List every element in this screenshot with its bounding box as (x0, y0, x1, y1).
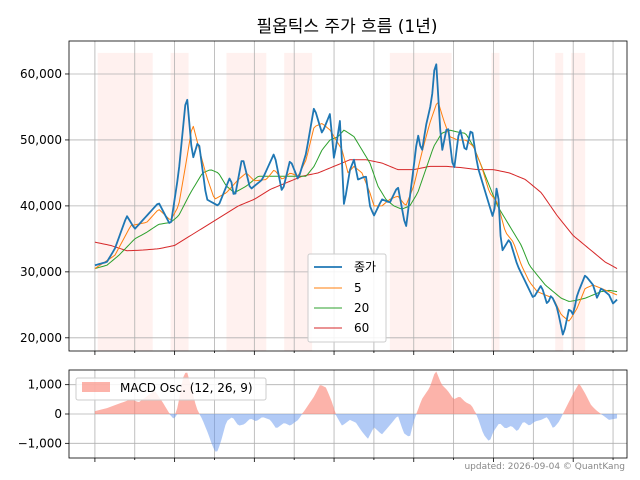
macd-negative-area (94, 414, 618, 452)
price-legend: 종가 5 20 60 (307, 253, 387, 343)
y-tick-label: 40,000 (20, 199, 62, 213)
chart-title: 필옵틱스 주가 흐름 (1년) (256, 17, 437, 37)
update-footer: updated: 2026-09-04 © QuantKang (464, 462, 625, 472)
y-tick-label: 20,000 (20, 331, 62, 345)
price-panel-frame (68, 40, 628, 352)
shaded-span-4 (389, 52, 452, 351)
legend-entry-ma60: 60 (354, 321, 369, 335)
osc-y-tick-label: −1,000 (18, 436, 62, 450)
y-tick-label: 60,000 (20, 67, 62, 81)
macd-panel: 1,000 0 −1,000 (18, 369, 628, 462)
macd-panel-frame (68, 369, 628, 459)
macd-positive-area (94, 371, 618, 414)
shaded-span-6 (555, 52, 564, 351)
osc-y-tick-label: 1,000 (28, 378, 62, 392)
legend-entry-close: 종가 (354, 260, 376, 274)
y-tick-label: 30,000 (20, 265, 62, 279)
legend-entry-ma20: 20 (354, 301, 369, 315)
legend-entry-macd: MACD Osc. (12, 26, 9) (120, 381, 253, 395)
series-line-close (94, 63, 618, 336)
series-line-ma20 (94, 129, 618, 302)
shaded-span-7 (571, 52, 586, 351)
shaded-span-3 (284, 52, 313, 351)
osc-y-tick-label: 0 (54, 407, 62, 421)
shaded-span-2 (226, 52, 267, 351)
macd-legend: MACD Osc. (12, 26, 9) (75, 377, 267, 401)
series-line-ma60 (94, 159, 618, 269)
y-tick-label: 50,000 (20, 133, 62, 147)
shaded-span-0 (97, 52, 153, 351)
legend-entry-ma5: 5 (354, 281, 362, 295)
